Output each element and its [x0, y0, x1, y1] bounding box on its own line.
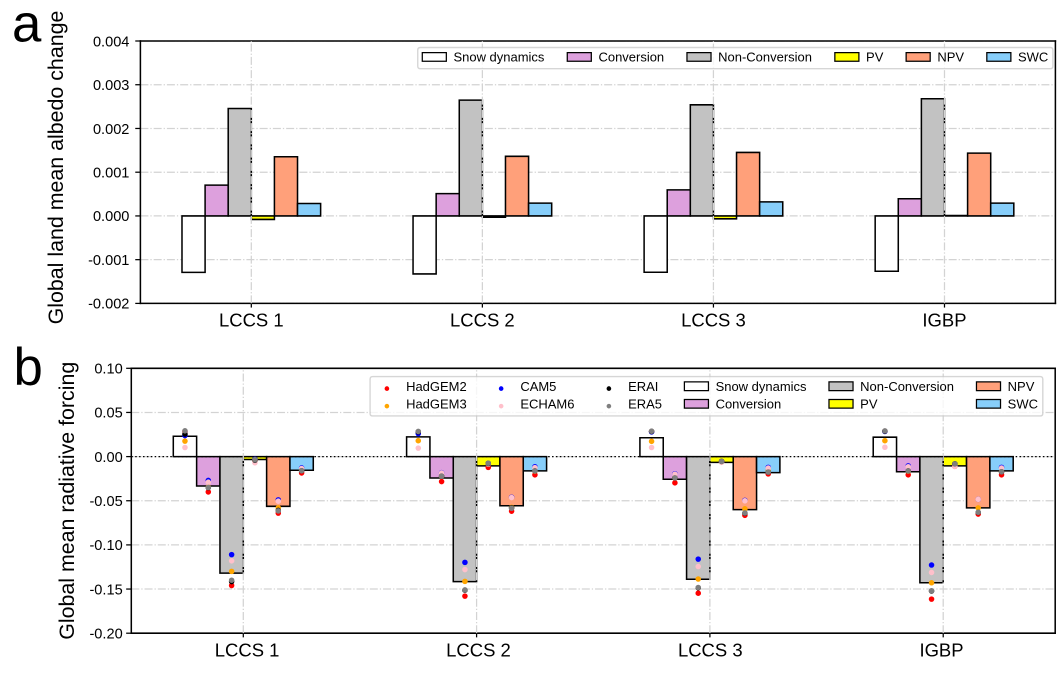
svg-text:Global land mean albedo change: Global land mean albedo change [44, 11, 68, 325]
svg-text:0.002: 0.002 [93, 122, 129, 138]
svg-text:LCCS 3: LCCS 3 [678, 639, 743, 660]
svg-text:0.000: 0.000 [93, 209, 129, 225]
svg-text:IGBP: IGBP [922, 310, 966, 331]
svg-text:-0.05: -0.05 [89, 494, 122, 510]
svg-text:Snow dynamics: Snow dynamics [453, 49, 544, 64]
svg-text:Global mean radiative forcing: Global mean radiative forcing [55, 362, 79, 640]
svg-text:-0.001: -0.001 [88, 253, 129, 269]
svg-text:0.00: 0.00 [94, 450, 122, 466]
svg-text:0.003: 0.003 [93, 78, 129, 94]
svg-text:ECHAM6: ECHAM6 [520, 396, 574, 411]
svg-text:NPV: NPV [937, 49, 964, 64]
svg-text:SWC: SWC [1008, 396, 1038, 411]
svg-text:IGBP: IGBP [919, 639, 963, 660]
svg-text:LCCS 1: LCCS 1 [219, 310, 284, 331]
svg-text:0.004: 0.004 [93, 34, 129, 50]
svg-text:LCCS 1: LCCS 1 [215, 639, 280, 660]
svg-text:LCCS 3: LCCS 3 [681, 310, 746, 331]
svg-text:PV: PV [860, 396, 878, 411]
svg-text:LCCS 2: LCCS 2 [446, 639, 511, 660]
svg-text:NPV: NPV [1008, 379, 1035, 394]
svg-text:0.10: 0.10 [94, 362, 122, 378]
svg-text:HadGEM3: HadGEM3 [406, 396, 467, 411]
svg-text:-0.10: -0.10 [89, 538, 122, 554]
svg-text:0.05: 0.05 [94, 406, 122, 422]
svg-text:HadGEM2: HadGEM2 [406, 379, 467, 394]
svg-text:LCCS 2: LCCS 2 [450, 310, 515, 331]
svg-text:Conversion: Conversion [598, 49, 664, 64]
svg-text:-0.20: -0.20 [89, 626, 122, 642]
svg-text:ERA5: ERA5 [628, 396, 662, 411]
svg-text:Conversion: Conversion [716, 396, 782, 411]
svg-text:Non-Conversion: Non-Conversion [860, 379, 954, 394]
svg-text:SWC: SWC [1018, 49, 1048, 64]
svg-text:ERAI: ERAI [628, 379, 658, 394]
svg-text:-0.15: -0.15 [89, 582, 122, 598]
svg-text:Non-Conversion: Non-Conversion [718, 49, 812, 64]
svg-text:b: b [14, 338, 43, 397]
svg-text:-0.002: -0.002 [88, 297, 129, 313]
svg-text:PV: PV [866, 49, 884, 64]
svg-text:CAM5: CAM5 [520, 379, 556, 394]
svg-text:a: a [12, 0, 42, 54]
svg-text:Snow dynamics: Snow dynamics [716, 379, 807, 394]
svg-text:0.001: 0.001 [93, 165, 129, 181]
